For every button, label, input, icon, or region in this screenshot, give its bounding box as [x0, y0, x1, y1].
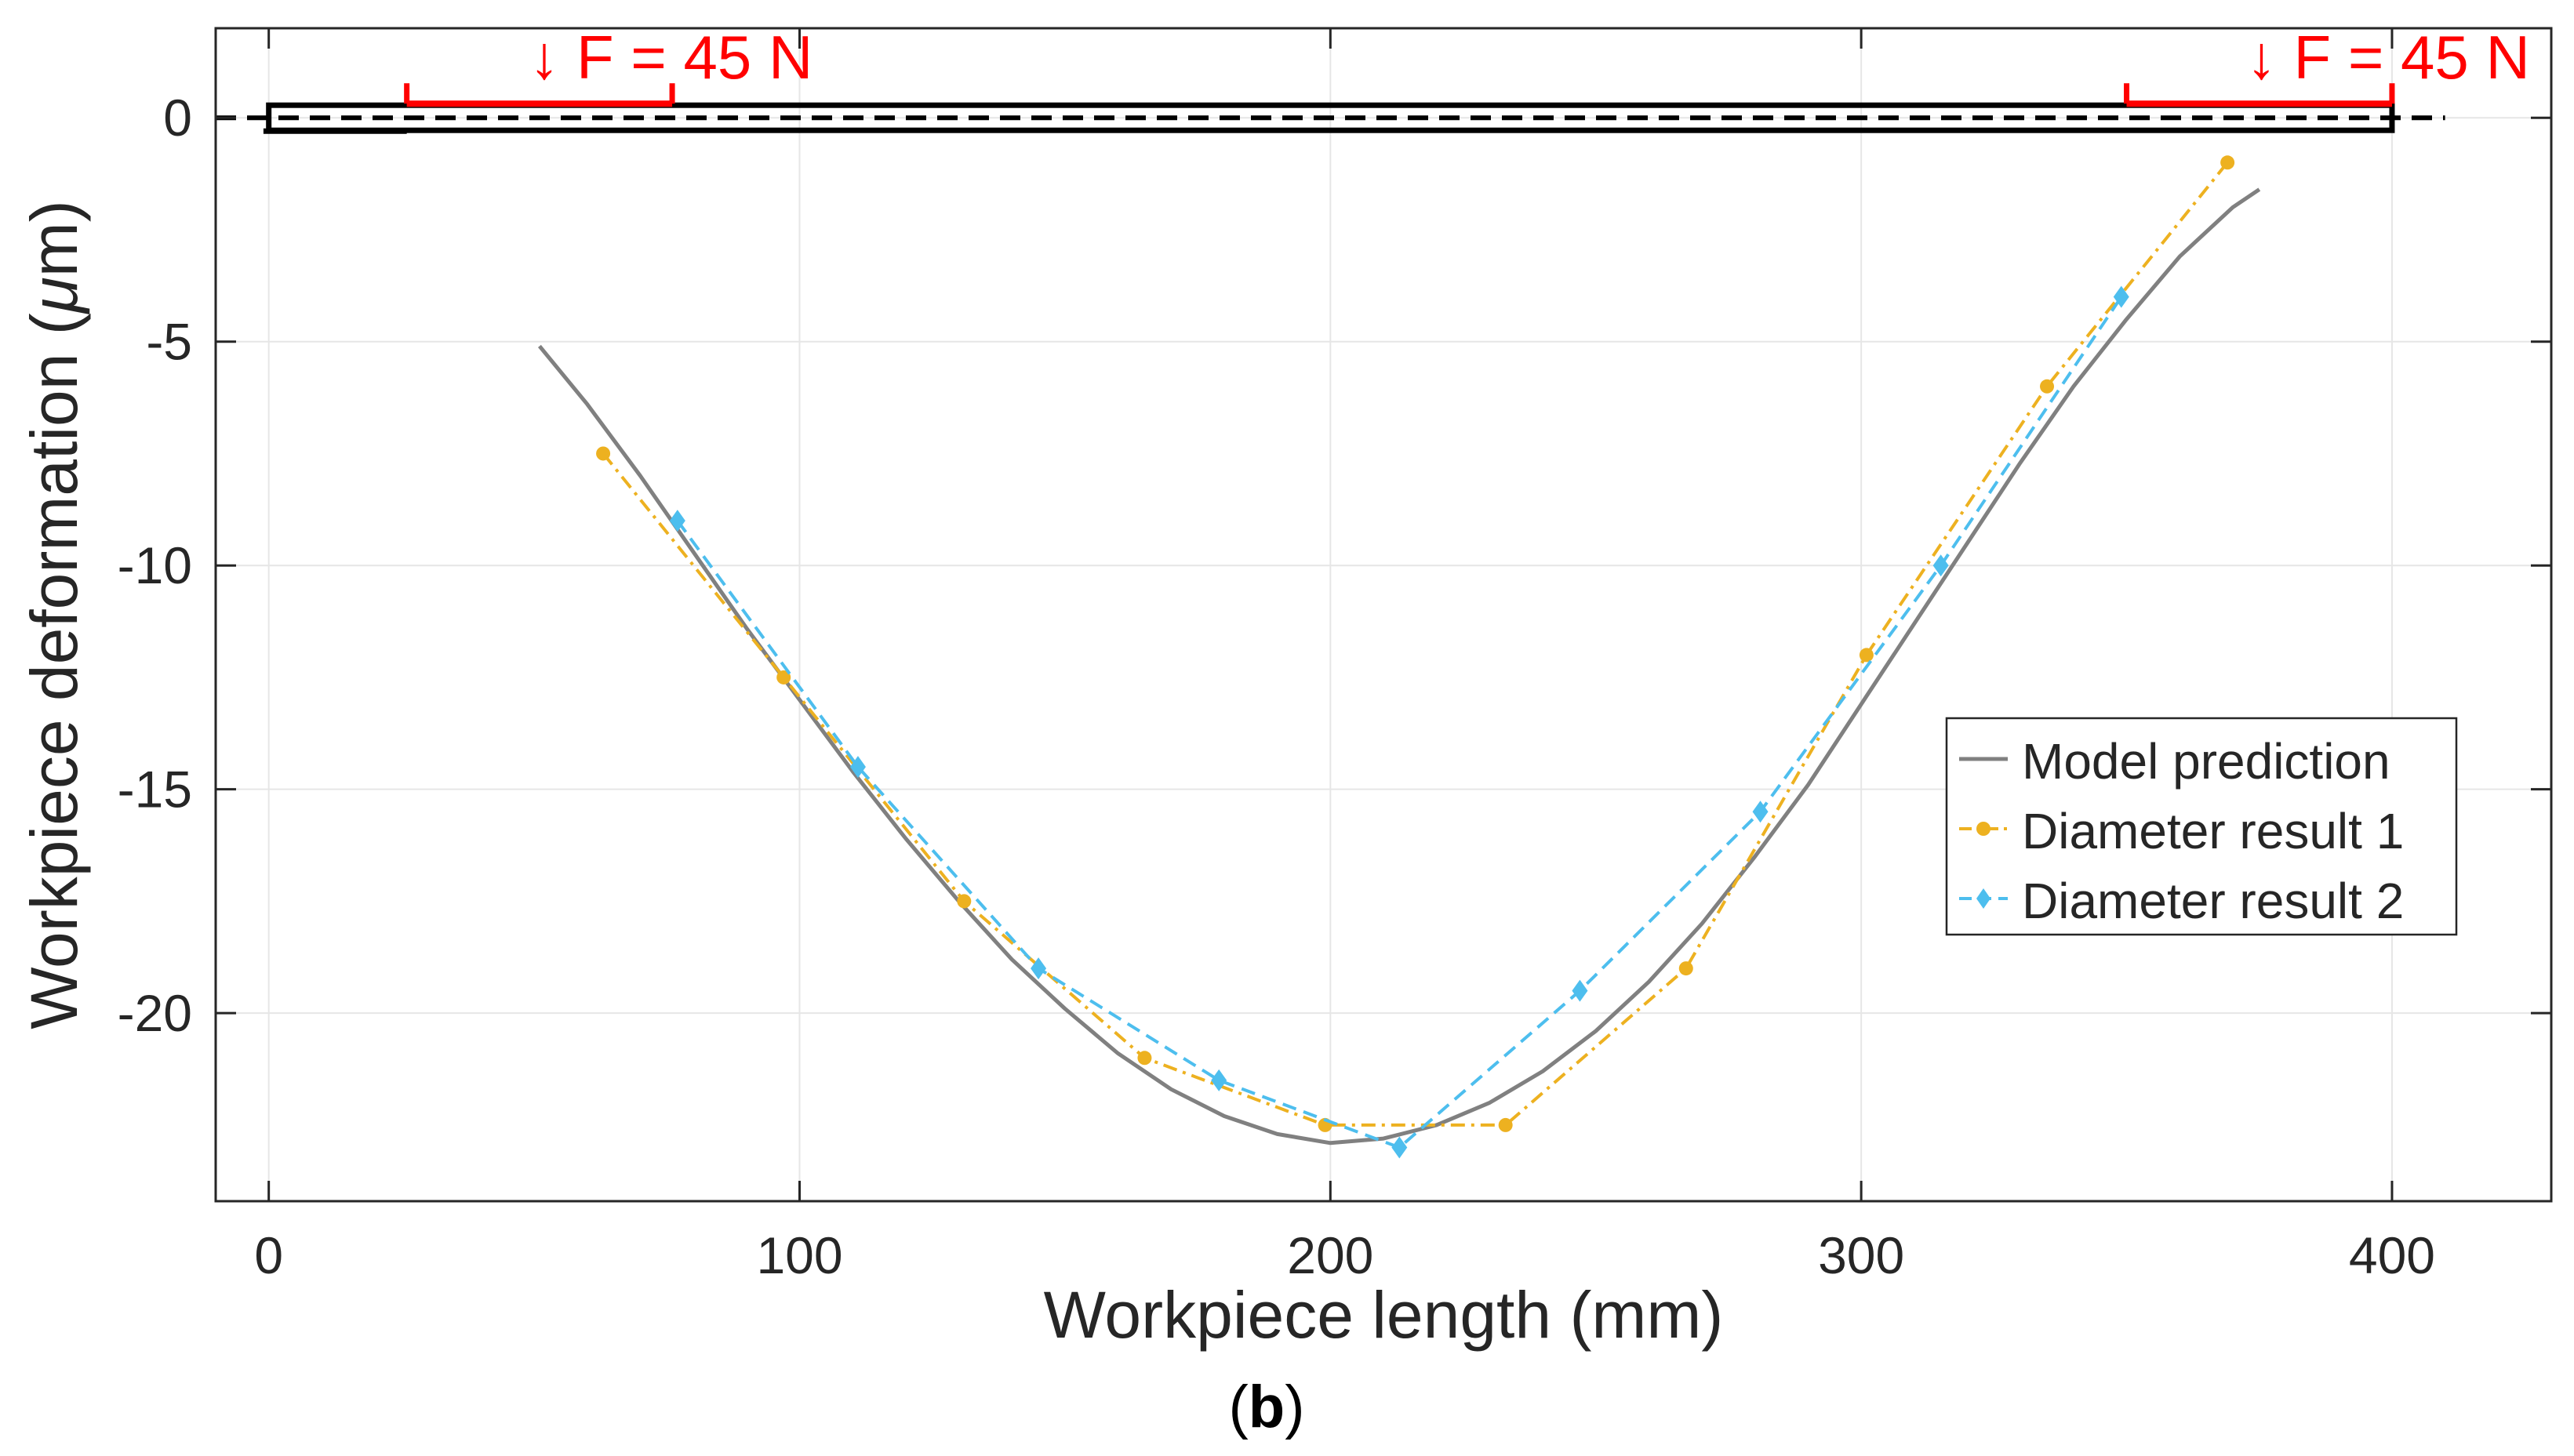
data-point-result-1 [1678, 961, 1693, 976]
data-point-result-2 [1391, 1136, 1408, 1159]
data-point-result-2 [849, 756, 866, 779]
caption-letter: b [1249, 1374, 1285, 1440]
x-axis-label: Workpiece length (mm) [1044, 1278, 1724, 1352]
series-line-1 [537, 187, 2261, 1146]
figure-caption: (b) [1228, 1374, 1304, 1440]
force-label-left: ↓ F = 45 N [529, 23, 813, 92]
data-point-result-2 [1031, 957, 1047, 980]
data-point-result-1 [1137, 1051, 1152, 1066]
legend-box [1945, 717, 2458, 936]
workpiece-diagram: ↓ F = 45 N ↓ F = 45 N [216, 23, 2530, 134]
y-axis-label-mu: μ [17, 277, 91, 314]
x-tick-label: 300 [1818, 1226, 1904, 1284]
force-label-right: ↓ F = 45 N [2246, 23, 2530, 92]
data-point-result-2 [1211, 1069, 1227, 1091]
data-point-result-2 [1752, 801, 1769, 823]
plot-background [216, 28, 2551, 1201]
x-tick-label: 400 [2349, 1226, 2435, 1284]
y-tick-label: -10 [118, 536, 192, 594]
plot-frame [214, 27, 2553, 1203]
y-tick-label: 0 [163, 89, 192, 147]
legend-label-result-1: Diameter result 1 [2022, 803, 2404, 859]
legend-label-model: Model prediction [2022, 733, 2390, 790]
data-point-result-1 [957, 894, 972, 909]
x-tick-label: 0 [254, 1226, 283, 1284]
data-point-result-2 [1572, 979, 1588, 1002]
caption-close-paren: ) [1285, 1374, 1304, 1440]
legend: Model prediction Diameter result 1 Diame… [1945, 717, 2458, 936]
data-point-result-2 [669, 510, 685, 532]
legend-marker-result-1 [1976, 822, 1990, 836]
series-line-3 [676, 296, 2123, 1149]
y-tick-label: -5 [146, 313, 192, 371]
legend-label-result-2: Diameter result 2 [2022, 873, 2404, 929]
series-1 [537, 187, 2261, 1146]
y-tick-label: -15 [118, 761, 192, 819]
x-tick-label: 200 [1287, 1226, 1373, 1284]
data-point-result-1 [2040, 379, 2055, 394]
y-axis-label-prefix: Workpiece deformation ( [17, 313, 91, 1029]
data-point-result-2 [1932, 554, 1949, 577]
axis-ticks: 0 100 200 300 400 0 -5 -10 -15 -20 [118, 28, 2551, 1284]
legend-marker-result-2 [1976, 888, 1990, 909]
series-line-2 [602, 162, 2229, 1127]
data-point-result-1 [596, 446, 611, 461]
series-group [537, 155, 2261, 1159]
caption-open-paren: ( [1228, 1374, 1248, 1440]
data-point-result-2 [2113, 285, 2129, 308]
data-point-result-1 [776, 670, 791, 684]
y-tick-label: -20 [118, 984, 192, 1042]
data-point-result-1 [1859, 648, 1874, 663]
series-3 [669, 285, 2129, 1159]
data-point-result-1 [1498, 1117, 1513, 1132]
x-tick-label: 100 [756, 1226, 842, 1284]
data-point-result-1 [2220, 155, 2235, 170]
series-2 [596, 155, 2235, 1132]
y-axis-label-suffix: m) [17, 200, 91, 277]
y-axis-label: Workpiece deformation (μm) [17, 200, 91, 1029]
